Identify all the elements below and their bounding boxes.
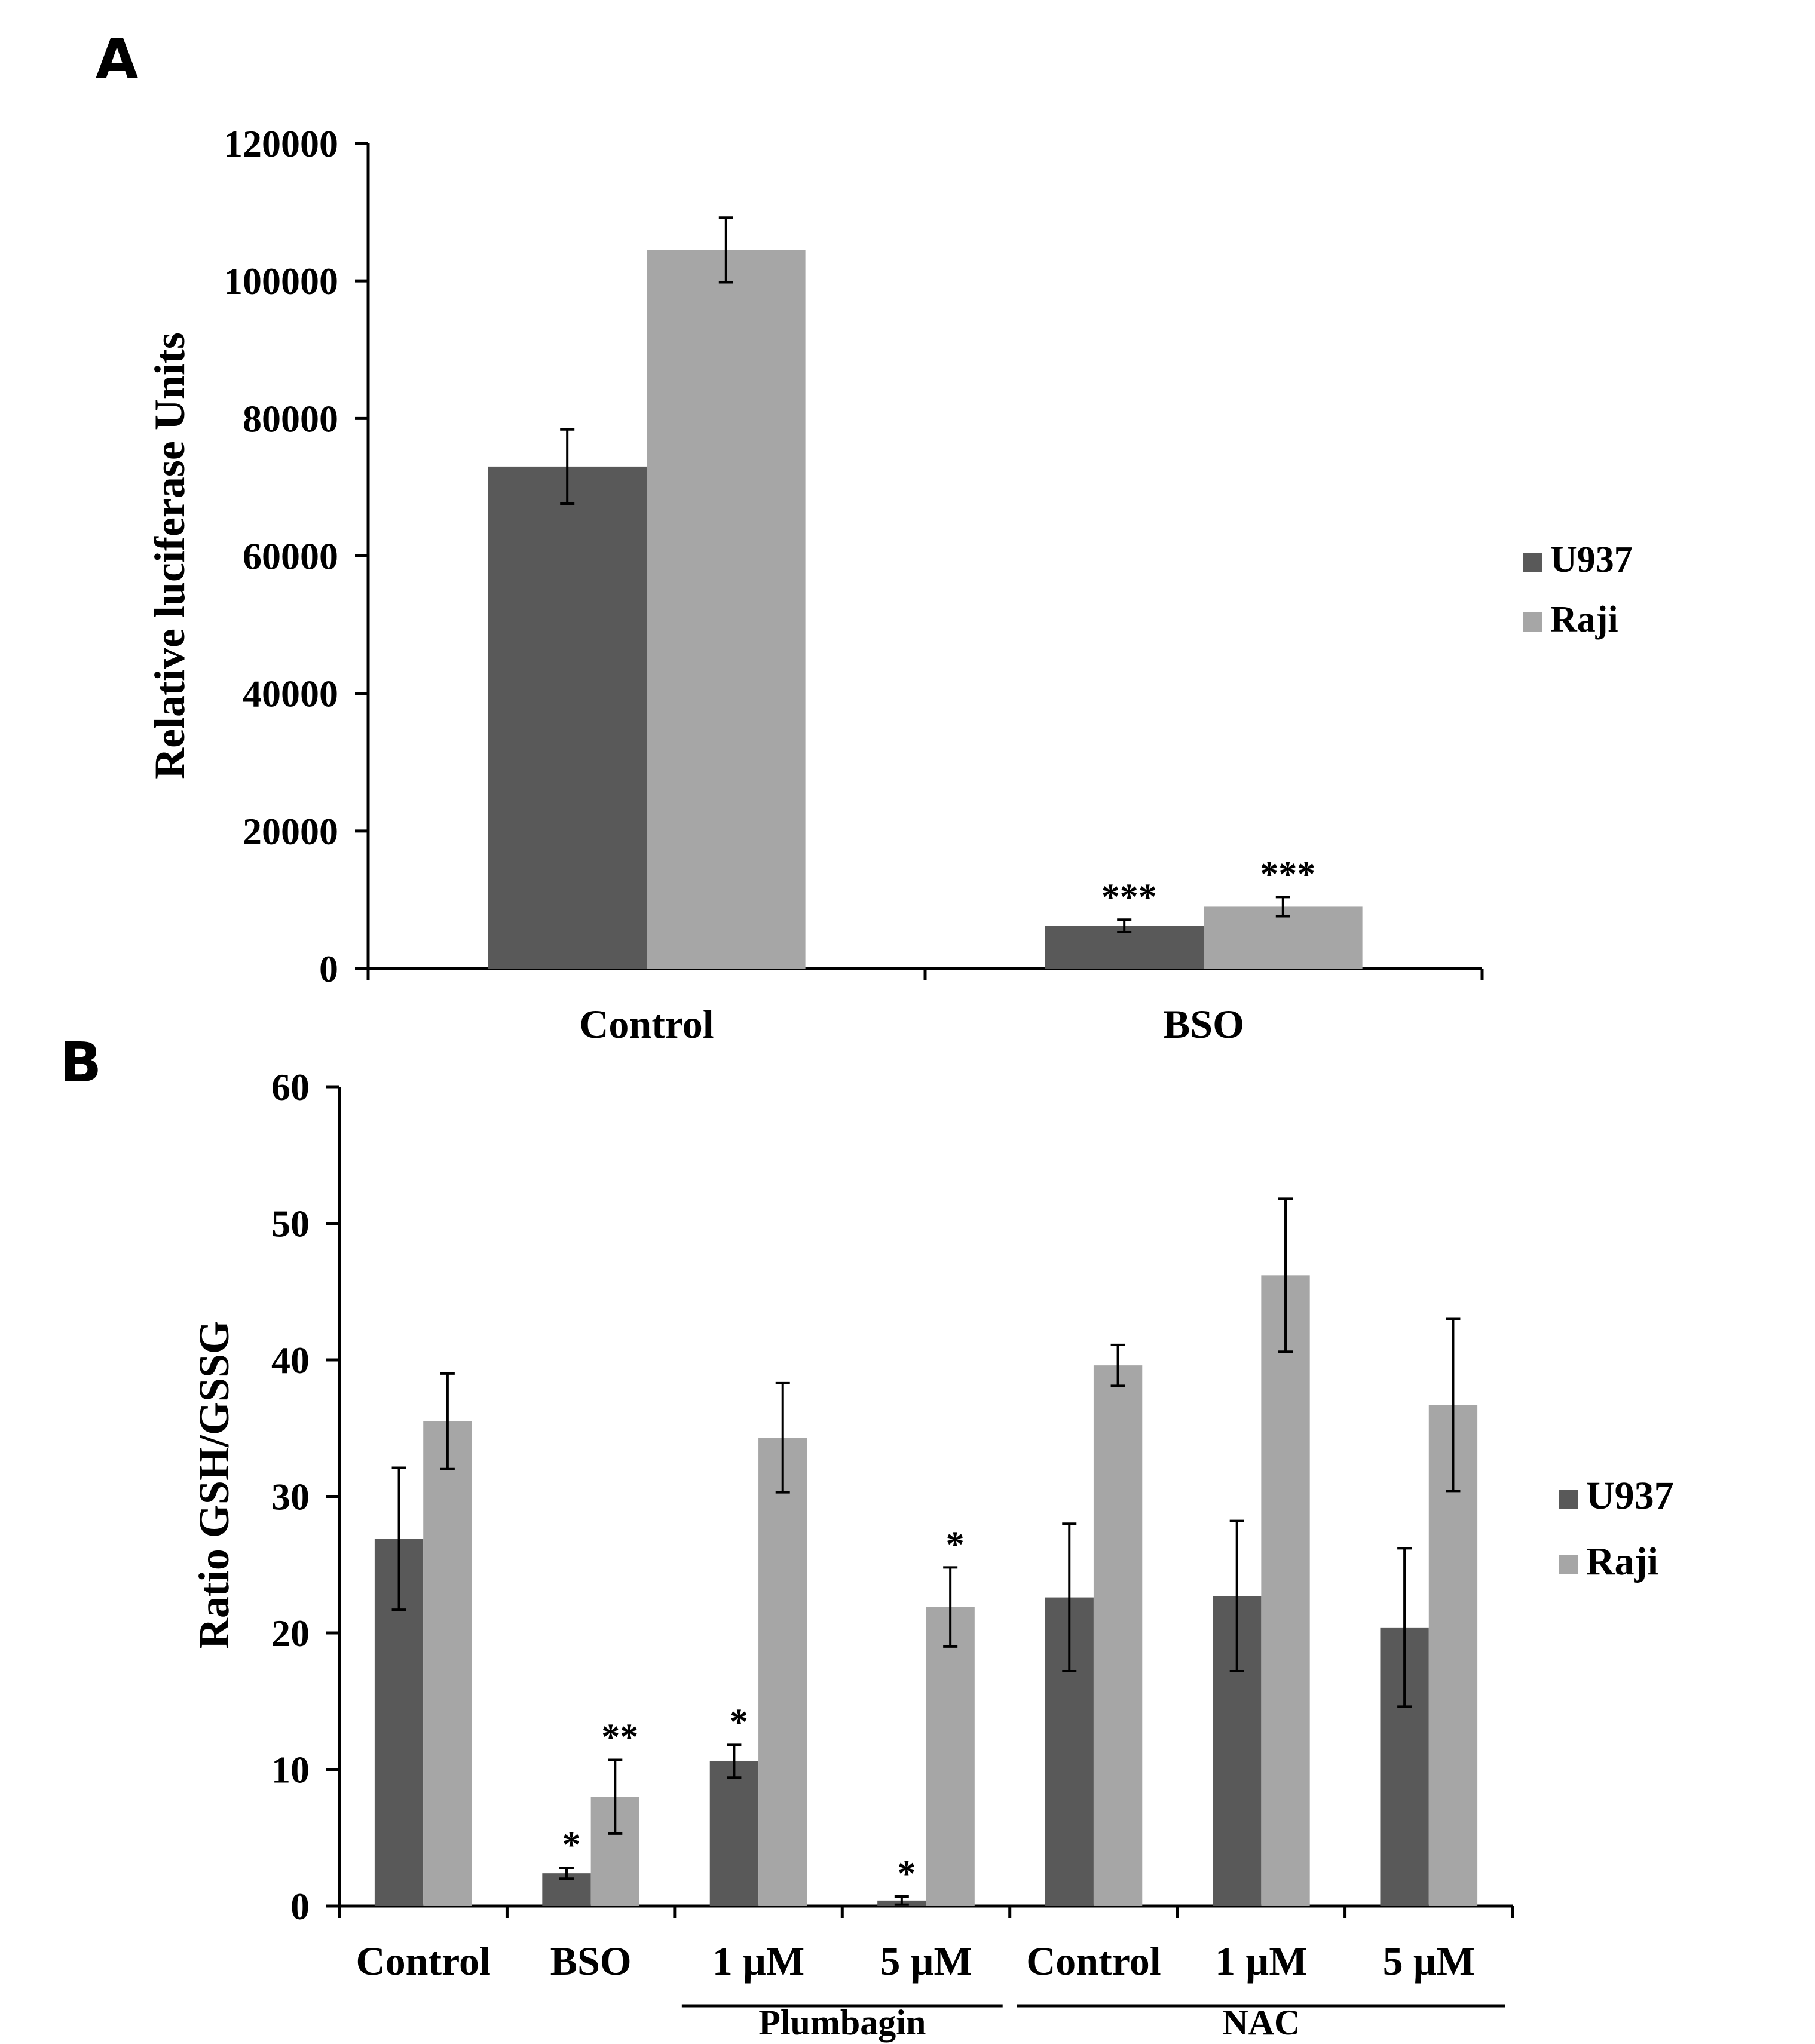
y-tick-label: 0 [290,1885,310,1927]
legend-label-u937: U937 [1550,540,1633,580]
panel-b-chart: 0 10 20 30 40 50 60 Control BSO 1 µM 5 µM Control 1 … [271,1066,1674,2042]
panel-a-label: A⃿ [96,27,138,91]
panel-b-y-axis-title: Ratio GSH/GSSG [190,1320,238,1649]
x-category-label: BSO [550,1938,632,1984]
bar-raji [423,1421,472,1906]
bar-raji [1094,1365,1142,1906]
significance-marker: *⃿ [562,1825,580,1865]
bar-u937 [710,1761,758,1906]
bar-raji [926,1607,975,1906]
bar-raji [1261,1275,1309,1906]
y-tick-label: 50 [271,1203,310,1245]
panel-a-y-axis-title: Relative luciferase Units [146,332,194,779]
figure: A⃿ Relative luciferase Units B⃿ Ratio GS… [0,0,1815,2044]
group-label: NAC [1222,2003,1300,2042]
x-category-label: BSO [1163,1001,1244,1047]
x-category-label: 5 µM [880,1938,972,1984]
legend-label-raji: Raji [1586,1540,1658,1583]
significance-marker: *⃿ [897,1853,916,1894]
y-tick-label: 20 [271,1612,310,1654]
y-tick-label: 20000 [243,810,338,853]
y-tick-label: 40000 [243,673,338,715]
y-tick-label: 60 [271,1066,310,1108]
y-tick-label: 100000 [224,260,338,302]
significance-marker: *⃿ [730,1702,748,1742]
x-category-label: 5 µM [1383,1938,1475,1984]
y-tick-label: 40 [271,1339,310,1381]
legend-swatch-u937 [1559,1490,1578,1509]
y-tick-label: 30 [271,1476,310,1518]
y-tick-label: 120000 [224,122,338,165]
legend-label-u937: U937 [1586,1474,1674,1518]
y-tick-label: 60000 [243,535,338,578]
bar-u937 [488,467,647,969]
bar-raji [758,1438,807,1906]
legend-label-raji: Raji [1550,599,1618,640]
significance-marker: *⃿ [946,1524,965,1565]
x-category-label: Control [579,1001,714,1047]
significance-marker: ***⃿ [1260,854,1315,894]
legend-swatch-raji [1559,1555,1578,1574]
legend-swatch-raji [1523,612,1542,632]
x-category-label: Control [356,1938,491,1984]
significance-marker: **⃿ [601,1717,638,1758]
x-category-label: 1 µM [712,1938,804,1984]
x-category-label: Control [1026,1938,1161,1984]
significance-marker: ***⃿ [1101,877,1157,917]
group-label: Plumbagin [758,2003,926,2042]
panel-a-chart: 0 20000 40000 60000 80000 100000 120000 Control… [224,122,1633,1047]
bar-raji [647,250,806,969]
y-tick-label: 0 [319,948,338,990]
y-tick-label: 80000 [243,397,338,440]
x-category-label: 1 µM [1215,1938,1307,1984]
y-tick-label: 10 [271,1749,310,1791]
panel-b-label: B⃿ [60,1031,102,1095]
legend-swatch-u937 [1523,553,1542,572]
